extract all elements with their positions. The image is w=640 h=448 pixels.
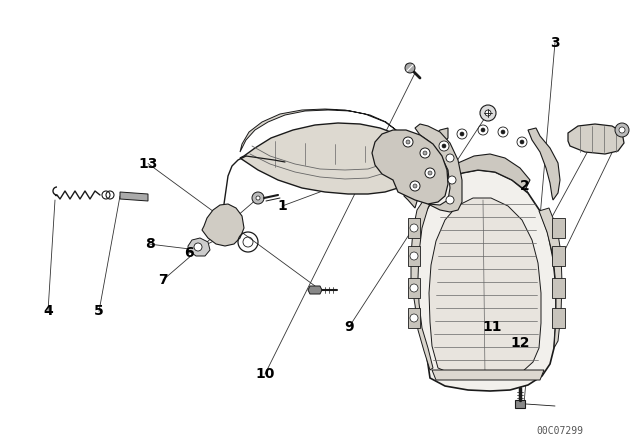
Polygon shape [415, 170, 556, 391]
Polygon shape [308, 286, 322, 294]
Polygon shape [404, 128, 448, 208]
Circle shape [619, 127, 625, 133]
Circle shape [410, 224, 418, 232]
Circle shape [448, 176, 456, 184]
Circle shape [428, 171, 432, 175]
Text: 11: 11 [483, 320, 502, 334]
Polygon shape [515, 400, 525, 408]
Text: 12: 12 [510, 336, 530, 350]
Text: 5: 5 [94, 304, 104, 319]
Circle shape [405, 63, 415, 73]
Circle shape [410, 314, 418, 322]
Circle shape [413, 184, 417, 188]
Text: 6: 6 [184, 246, 194, 260]
Polygon shape [408, 218, 420, 238]
Circle shape [460, 132, 464, 136]
Polygon shape [188, 238, 210, 256]
Text: 1: 1 [277, 199, 287, 213]
Circle shape [410, 284, 418, 292]
Polygon shape [435, 154, 530, 190]
Circle shape [425, 168, 435, 178]
Polygon shape [432, 370, 544, 380]
Circle shape [520, 140, 524, 144]
Text: 8: 8 [145, 237, 155, 251]
Polygon shape [372, 130, 448, 204]
Text: 4: 4 [43, 304, 53, 319]
Circle shape [406, 140, 410, 144]
Text: 9: 9 [344, 320, 354, 334]
Polygon shape [429, 198, 541, 379]
Polygon shape [408, 308, 420, 328]
Circle shape [439, 141, 449, 151]
Circle shape [457, 129, 467, 139]
Circle shape [615, 123, 629, 137]
Text: 3: 3 [550, 35, 560, 50]
Circle shape [420, 148, 430, 158]
Polygon shape [120, 192, 148, 201]
Text: 10: 10 [255, 367, 275, 381]
Circle shape [480, 105, 496, 121]
Circle shape [501, 130, 505, 134]
Text: 13: 13 [138, 156, 157, 171]
Polygon shape [539, 208, 562, 348]
Circle shape [446, 196, 454, 204]
Circle shape [403, 137, 413, 147]
Circle shape [485, 110, 491, 116]
Polygon shape [415, 124, 462, 212]
Polygon shape [568, 124, 624, 154]
Circle shape [252, 192, 264, 204]
Polygon shape [552, 246, 565, 266]
Text: 2: 2 [520, 179, 530, 193]
Circle shape [446, 154, 454, 162]
Circle shape [517, 137, 527, 147]
Circle shape [410, 252, 418, 260]
Circle shape [498, 127, 508, 137]
Polygon shape [552, 218, 565, 238]
Text: 7: 7 [158, 273, 168, 287]
Polygon shape [528, 128, 560, 200]
Polygon shape [240, 109, 400, 152]
Polygon shape [408, 278, 420, 298]
Text: 00C07299: 00C07299 [536, 426, 584, 436]
Circle shape [410, 181, 420, 191]
Circle shape [256, 196, 260, 200]
Circle shape [481, 128, 485, 132]
Circle shape [423, 151, 427, 155]
Polygon shape [411, 193, 435, 370]
Polygon shape [552, 308, 565, 328]
Polygon shape [552, 278, 565, 298]
Polygon shape [202, 204, 244, 246]
Circle shape [478, 125, 488, 135]
Circle shape [194, 243, 202, 251]
Circle shape [442, 144, 446, 148]
Polygon shape [240, 123, 418, 194]
Polygon shape [408, 246, 420, 266]
